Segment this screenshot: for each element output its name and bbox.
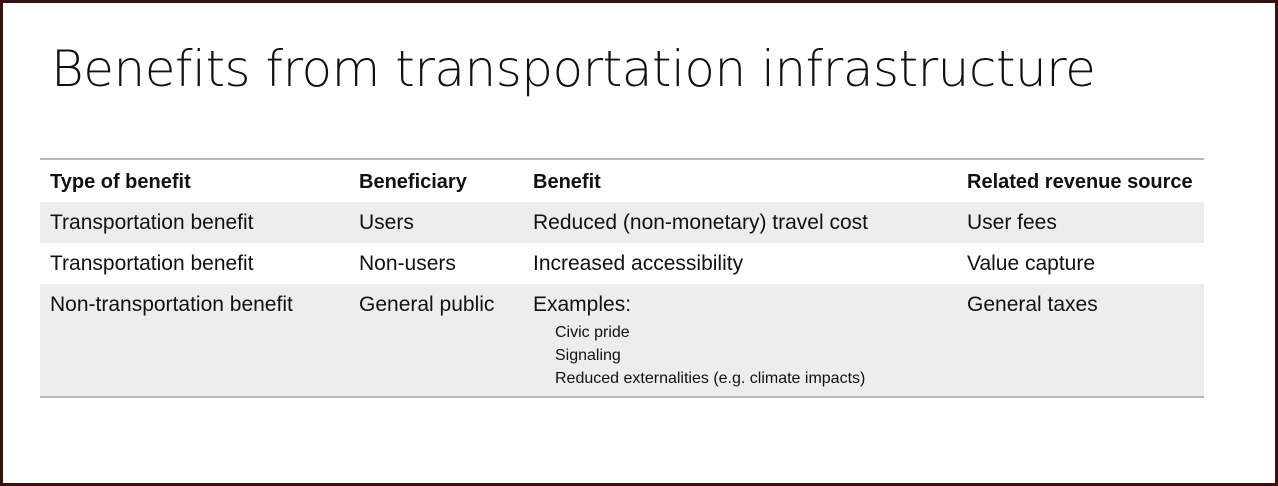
cell-type: Transportation benefit <box>40 243 349 284</box>
slide-title: Benefits from transportation infrastruct… <box>51 40 1096 98</box>
table-row: Non-transportation benefit General publi… <box>40 284 1204 397</box>
cell-revenue: User fees <box>957 202 1204 243</box>
cell-benefit: Examples: Civic pride Signaling Reduced … <box>523 284 957 397</box>
table-row: Transportation benefit Non-users Increas… <box>40 243 1204 284</box>
header-beneficiary: Beneficiary <box>359 171 467 193</box>
cell-beneficiary: General public <box>349 284 523 397</box>
example-item: Signaling <box>555 347 621 364</box>
table-row: Transportation benefit Users Reduced (no… <box>40 202 1204 243</box>
benefits-table: Type of benefit Beneficiary Benefit Rela… <box>40 158 1204 398</box>
header-related-revenue-source: Related revenue source <box>967 171 1193 193</box>
examples-list: Civic pride Signaling Reduced externalit… <box>555 321 947 390</box>
cell-benefit: Reduced (non-monetary) travel cost <box>523 202 957 243</box>
header-type-of-benefit: Type of benefit <box>50 171 191 193</box>
cell-revenue: Value capture <box>957 243 1204 284</box>
cell-revenue: General taxes <box>957 284 1204 397</box>
example-item: Reduced externalities (e.g. climate impa… <box>555 370 866 387</box>
cell-benefit: Increased accessibility <box>523 243 957 284</box>
examples-label: Examples: <box>533 293 632 316</box>
cell-type: Transportation benefit <box>40 202 349 243</box>
cell-type: Non-transportation benefit <box>40 284 349 397</box>
example-item: Civic pride <box>555 324 630 341</box>
table-header-row: Type of benefit Beneficiary Benefit Rela… <box>40 159 1204 202</box>
cell-beneficiary: Non-users <box>349 243 523 284</box>
header-benefit: Benefit <box>533 171 601 193</box>
cell-beneficiary: Users <box>349 202 523 243</box>
